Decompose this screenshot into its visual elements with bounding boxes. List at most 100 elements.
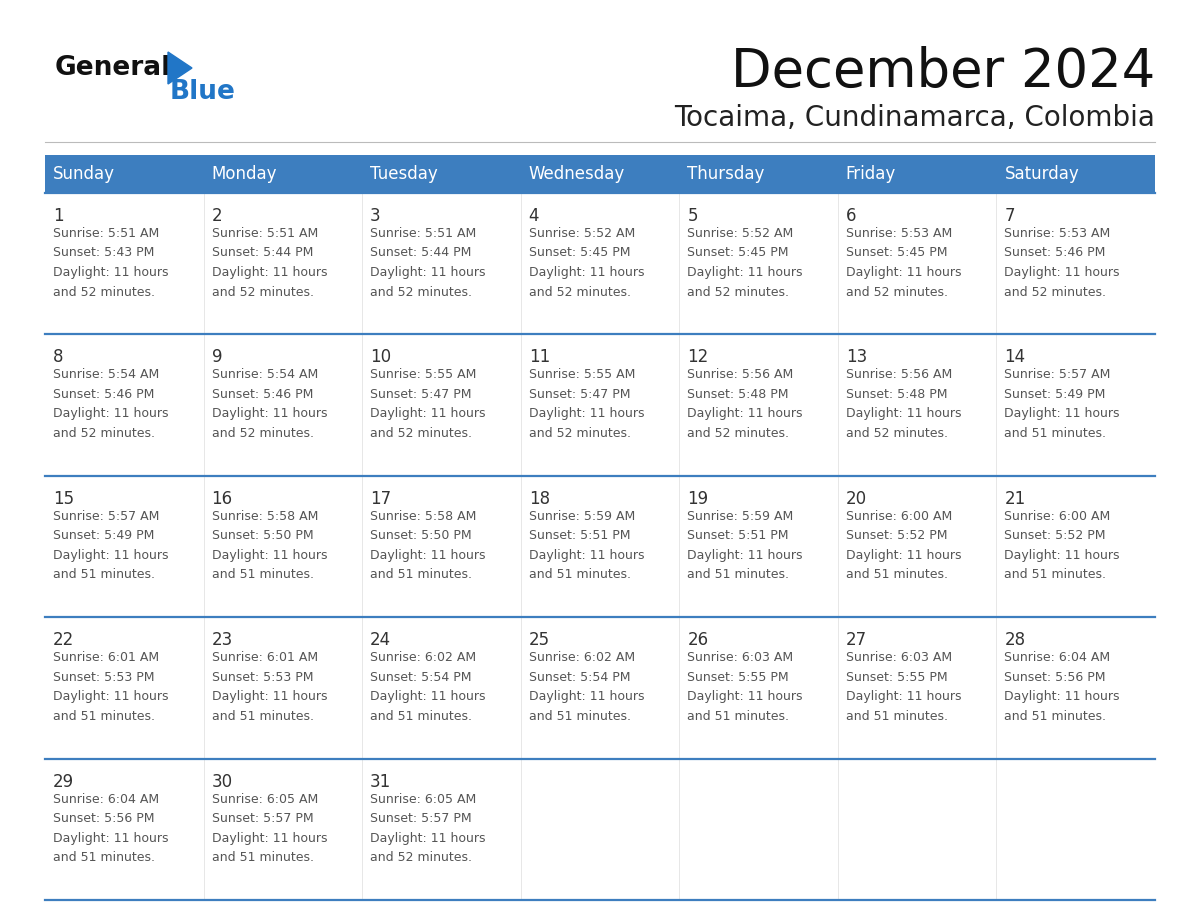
Text: Daylight: 11 hours: Daylight: 11 hours <box>371 266 486 279</box>
Bar <box>45 193 203 334</box>
Text: 11: 11 <box>529 349 550 366</box>
Text: Sunrise: 5:58 AM: Sunrise: 5:58 AM <box>211 509 318 522</box>
Text: and 51 minutes.: and 51 minutes. <box>688 568 789 581</box>
Bar <box>680 476 838 617</box>
Text: Daylight: 11 hours: Daylight: 11 hours <box>211 266 327 279</box>
Text: 15: 15 <box>53 490 74 508</box>
Text: Sunset: 5:46 PM: Sunset: 5:46 PM <box>1004 247 1106 260</box>
Polygon shape <box>168 52 192 84</box>
Text: and 51 minutes.: and 51 minutes. <box>846 710 948 722</box>
Text: and 51 minutes.: and 51 minutes. <box>211 568 314 581</box>
Text: Sunset: 5:55 PM: Sunset: 5:55 PM <box>688 671 789 684</box>
Text: and 52 minutes.: and 52 minutes. <box>529 427 631 440</box>
Text: Sunrise: 6:05 AM: Sunrise: 6:05 AM <box>211 792 318 806</box>
Text: Sunset: 5:54 PM: Sunset: 5:54 PM <box>529 671 630 684</box>
Text: Thursday: Thursday <box>688 165 765 183</box>
Text: Sunrise: 6:05 AM: Sunrise: 6:05 AM <box>371 792 476 806</box>
Text: 30: 30 <box>211 773 233 790</box>
Text: Daylight: 11 hours: Daylight: 11 hours <box>53 690 169 703</box>
Text: Sunset: 5:50 PM: Sunset: 5:50 PM <box>211 530 314 543</box>
Bar <box>997 758 1155 900</box>
Text: Tuesday: Tuesday <box>371 165 438 183</box>
Text: Sunrise: 6:02 AM: Sunrise: 6:02 AM <box>371 651 476 665</box>
Text: Daylight: 11 hours: Daylight: 11 hours <box>688 690 803 703</box>
Text: Daylight: 11 hours: Daylight: 11 hours <box>53 549 169 562</box>
Text: Daylight: 11 hours: Daylight: 11 hours <box>211 690 327 703</box>
Bar <box>203 476 362 617</box>
Text: 17: 17 <box>371 490 391 508</box>
Text: Daylight: 11 hours: Daylight: 11 hours <box>529 408 644 420</box>
Text: and 52 minutes.: and 52 minutes. <box>53 427 154 440</box>
Text: Daylight: 11 hours: Daylight: 11 hours <box>846 549 961 562</box>
Text: Sunset: 5:46 PM: Sunset: 5:46 PM <box>53 388 154 401</box>
Bar <box>680 758 838 900</box>
Text: Daylight: 11 hours: Daylight: 11 hours <box>1004 408 1120 420</box>
Bar <box>997 476 1155 617</box>
Bar <box>203 193 362 334</box>
Text: Sunrise: 5:53 AM: Sunrise: 5:53 AM <box>1004 227 1111 240</box>
Bar <box>362 758 520 900</box>
Text: and 52 minutes.: and 52 minutes. <box>688 427 789 440</box>
Text: Sunset: 5:52 PM: Sunset: 5:52 PM <box>1004 530 1106 543</box>
Text: Sunday: Sunday <box>53 165 115 183</box>
Bar <box>997 193 1155 334</box>
Text: Sunset: 5:47 PM: Sunset: 5:47 PM <box>529 388 630 401</box>
Text: Daylight: 11 hours: Daylight: 11 hours <box>1004 690 1120 703</box>
Text: and 51 minutes.: and 51 minutes. <box>1004 427 1106 440</box>
Text: and 52 minutes.: and 52 minutes. <box>211 285 314 298</box>
Text: General: General <box>55 55 171 81</box>
Text: 14: 14 <box>1004 349 1025 366</box>
Text: Sunrise: 6:00 AM: Sunrise: 6:00 AM <box>1004 509 1111 522</box>
Text: and 51 minutes.: and 51 minutes. <box>529 568 631 581</box>
Bar <box>520 617 680 758</box>
Text: and 52 minutes.: and 52 minutes. <box>1004 285 1106 298</box>
Bar <box>203 334 362 476</box>
Text: and 52 minutes.: and 52 minutes. <box>211 427 314 440</box>
Text: 26: 26 <box>688 632 708 649</box>
Bar <box>680 334 838 476</box>
Text: Sunrise: 5:56 AM: Sunrise: 5:56 AM <box>688 368 794 381</box>
Text: Daylight: 11 hours: Daylight: 11 hours <box>211 832 327 845</box>
Bar <box>45 758 203 900</box>
Text: and 51 minutes.: and 51 minutes. <box>688 710 789 722</box>
Text: Daylight: 11 hours: Daylight: 11 hours <box>846 690 961 703</box>
Text: Daylight: 11 hours: Daylight: 11 hours <box>529 266 644 279</box>
Text: 28: 28 <box>1004 632 1025 649</box>
Text: Sunrise: 6:02 AM: Sunrise: 6:02 AM <box>529 651 634 665</box>
Text: 13: 13 <box>846 349 867 366</box>
Text: Sunrise: 6:01 AM: Sunrise: 6:01 AM <box>53 651 159 665</box>
Text: Daylight: 11 hours: Daylight: 11 hours <box>211 408 327 420</box>
Text: 22: 22 <box>53 632 74 649</box>
Bar <box>838 334 997 476</box>
Text: and 52 minutes.: and 52 minutes. <box>846 285 948 298</box>
Text: Sunrise: 5:56 AM: Sunrise: 5:56 AM <box>846 368 952 381</box>
Text: Sunset: 5:54 PM: Sunset: 5:54 PM <box>371 671 472 684</box>
Text: Daylight: 11 hours: Daylight: 11 hours <box>688 266 803 279</box>
Text: Sunset: 5:52 PM: Sunset: 5:52 PM <box>846 530 947 543</box>
Text: Sunrise: 5:52 AM: Sunrise: 5:52 AM <box>529 227 634 240</box>
Text: Sunset: 5:49 PM: Sunset: 5:49 PM <box>53 530 154 543</box>
Text: Daylight: 11 hours: Daylight: 11 hours <box>529 690 644 703</box>
Text: Sunrise: 5:55 AM: Sunrise: 5:55 AM <box>529 368 636 381</box>
Text: Sunset: 5:47 PM: Sunset: 5:47 PM <box>371 388 472 401</box>
Text: 23: 23 <box>211 632 233 649</box>
Text: Sunset: 5:44 PM: Sunset: 5:44 PM <box>211 247 312 260</box>
Text: 5: 5 <box>688 207 697 225</box>
Text: Sunset: 5:56 PM: Sunset: 5:56 PM <box>1004 671 1106 684</box>
Bar <box>838 758 997 900</box>
Bar <box>520 758 680 900</box>
Text: Sunrise: 5:58 AM: Sunrise: 5:58 AM <box>371 509 476 522</box>
Text: Sunrise: 5:51 AM: Sunrise: 5:51 AM <box>371 227 476 240</box>
Text: 4: 4 <box>529 207 539 225</box>
Text: and 51 minutes.: and 51 minutes. <box>211 710 314 722</box>
Text: Wednesday: Wednesday <box>529 165 625 183</box>
Text: Tocaima, Cundinamarca, Colombia: Tocaima, Cundinamarca, Colombia <box>674 104 1155 132</box>
Text: Daylight: 11 hours: Daylight: 11 hours <box>53 832 169 845</box>
Text: Sunrise: 5:54 AM: Sunrise: 5:54 AM <box>211 368 318 381</box>
Text: Sunset: 5:44 PM: Sunset: 5:44 PM <box>371 247 472 260</box>
Bar <box>45 476 203 617</box>
Bar <box>838 617 997 758</box>
Text: Daylight: 11 hours: Daylight: 11 hours <box>371 408 486 420</box>
Text: 25: 25 <box>529 632 550 649</box>
Text: Sunset: 5:45 PM: Sunset: 5:45 PM <box>688 247 789 260</box>
